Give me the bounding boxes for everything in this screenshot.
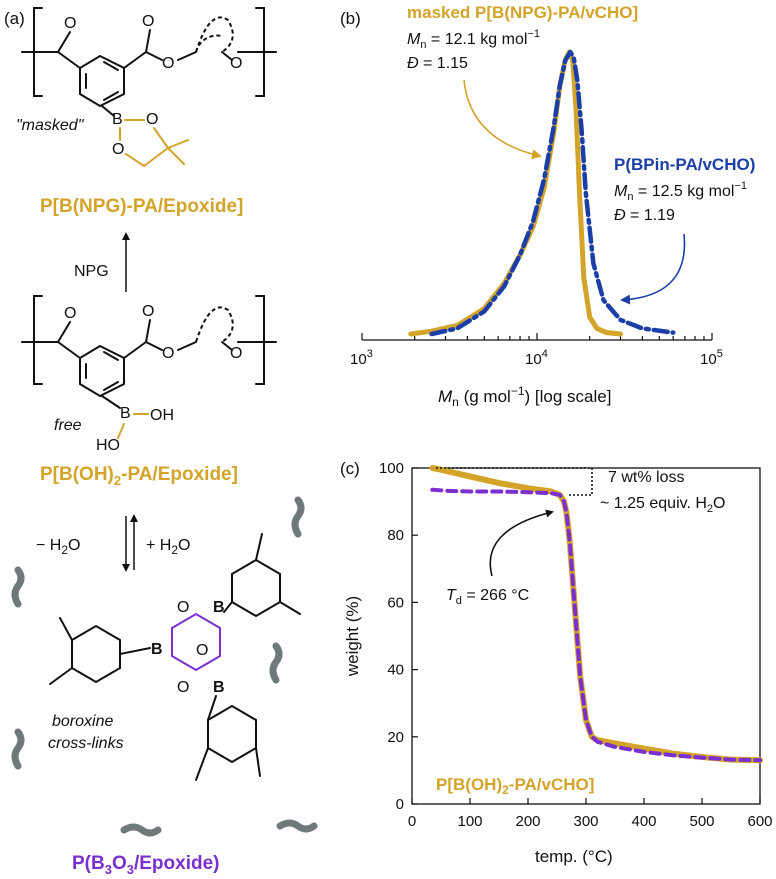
loss-bracket [436, 467, 593, 496]
masked-tag: "masked" [16, 117, 85, 134]
panel-b-label: (b) [340, 9, 361, 28]
x-tick-label: 104 [525, 348, 548, 368]
bpin-pointer-arrow [620, 233, 686, 305]
x-tick-label: 400 [631, 813, 656, 830]
panel-c: (c) 0 100 200 300 400 500 600 0 20 40 60 80 100 temp… [340, 459, 773, 866]
series-label: P[B(OH)2-PA/vCHO] [436, 775, 594, 797]
b3o3-name: P(B3O3/Epoxide) [72, 853, 220, 877]
npg-label: NPG [74, 263, 109, 280]
svg-text:B: B [151, 641, 163, 658]
x-ticks: 103 104 105 [350, 333, 723, 368]
tga-purple-trace [430, 487, 762, 763]
svg-text:O: O [177, 679, 189, 696]
svg-text:O: O [64, 305, 76, 322]
loss-line-2: ~ 1.25 equiv. H2O [600, 495, 725, 515]
masked-trace [408, 49, 623, 337]
benzene-ring [79, 54, 125, 108]
svg-text:O: O [230, 345, 242, 362]
svg-text:O: O [162, 345, 174, 362]
tga-series [429, 465, 763, 764]
bpin-dispersity: Đ = 1.19 [614, 207, 675, 224]
x-tick-label: 103 [350, 348, 373, 368]
svg-text:O: O [196, 642, 208, 659]
free-name: P[B(OH)2-PA/Epoxide] [40, 464, 238, 488]
y-tick-label: 80 [387, 527, 404, 544]
boroxine-label-1: boroxine [52, 713, 113, 730]
panel-a: (a) O O O O [4, 7, 318, 877]
boroxine-label-2: cross-links [48, 735, 124, 752]
plus-water: + H2O [146, 537, 190, 557]
svg-text:O: O [162, 55, 174, 72]
panel-c-label: (c) [340, 459, 360, 478]
masked-dispersity: Đ = 1.15 [407, 55, 468, 72]
masked-pointer-arrow [463, 79, 542, 160]
svg-text:OH: OH [150, 407, 174, 424]
y-tick-label: 0 [396, 796, 404, 813]
bpin-mn: Mn = 12.5 kg mol−1 [614, 180, 747, 203]
svg-text:O: O [177, 599, 189, 616]
x-tick-label: 200 [515, 813, 540, 830]
x-axis-title: temp. (°C) [535, 847, 613, 866]
x-tick-label: 300 [573, 813, 598, 830]
chain-wiggle [11, 728, 25, 770]
svg-text:O: O [230, 55, 242, 72]
y-tick-label: 20 [387, 729, 404, 746]
x-tick-label: 600 [747, 813, 772, 830]
x-tick-label: 105 [700, 348, 723, 368]
chain-wiggle [269, 642, 283, 684]
plot-frame [411, 467, 761, 805]
svg-text:O: O [146, 111, 158, 128]
chain-wiggle [291, 496, 305, 538]
tga-gold-trace [429, 465, 763, 764]
bpin-series-title: P(BPin-PA/vCHO) [614, 155, 755, 174]
tga-ticks: 0 100 200 300 400 500 600 0 20 40 60 80 100 [379, 460, 773, 830]
svg-text:HO: HO [96, 437, 120, 454]
minus-water: − H2O [36, 537, 80, 557]
chain-wiggle [11, 566, 25, 608]
x-tick-label: 500 [689, 813, 714, 830]
svg-text:O: O [112, 141, 124, 158]
y-tick-label: 40 [387, 662, 404, 679]
y-tick-label: 100 [379, 460, 404, 477]
panel-b: (b) 103 104 105 Mn (g mol−1) [log scale] m… [340, 3, 755, 409]
svg-text:O: O [142, 303, 154, 320]
panel-a-label: (a) [4, 9, 25, 28]
svg-text:B: B [112, 111, 123, 128]
svg-text:B: B [213, 679, 225, 696]
td-label: Td = 266 °C [446, 587, 529, 607]
atom-o: O [64, 15, 76, 32]
svg-text:B: B [213, 599, 225, 616]
masked-structure: O O O O "masked" B O O [16, 7, 277, 167]
free-structure: O O O O B OH HO free [21, 295, 277, 454]
boroxine-structure: B B B O O O [11, 496, 318, 837]
svg-text:B: B [120, 405, 131, 422]
masked-name: P[B(NPG)-PA/Epoxide] [40, 196, 243, 217]
x-tick-label: 100 [457, 813, 482, 830]
y-tick-label: 60 [387, 594, 404, 611]
y-axis-title: weight (%) [343, 596, 362, 677]
loss-line-1: 7 wt% loss [608, 469, 684, 486]
gpc-series [408, 49, 676, 337]
chain-wiggle [120, 823, 162, 837]
bpin-trace [429, 49, 676, 337]
td-pointer-arrow [489, 509, 554, 577]
masked-mn: Mn = 12.1 kg mol−1 [407, 28, 540, 51]
chain-wiggle [276, 819, 318, 833]
x-tick-label: 0 [408, 813, 416, 830]
svg-text:O: O [142, 13, 154, 30]
free-tag: free [54, 417, 82, 434]
masked-series-title: masked P[B(NPG)-PA/vCHO] [407, 3, 638, 22]
boroxine-ring [171, 612, 221, 672]
x-axis-title: Mn (g mol−1) [log scale] [438, 384, 611, 409]
